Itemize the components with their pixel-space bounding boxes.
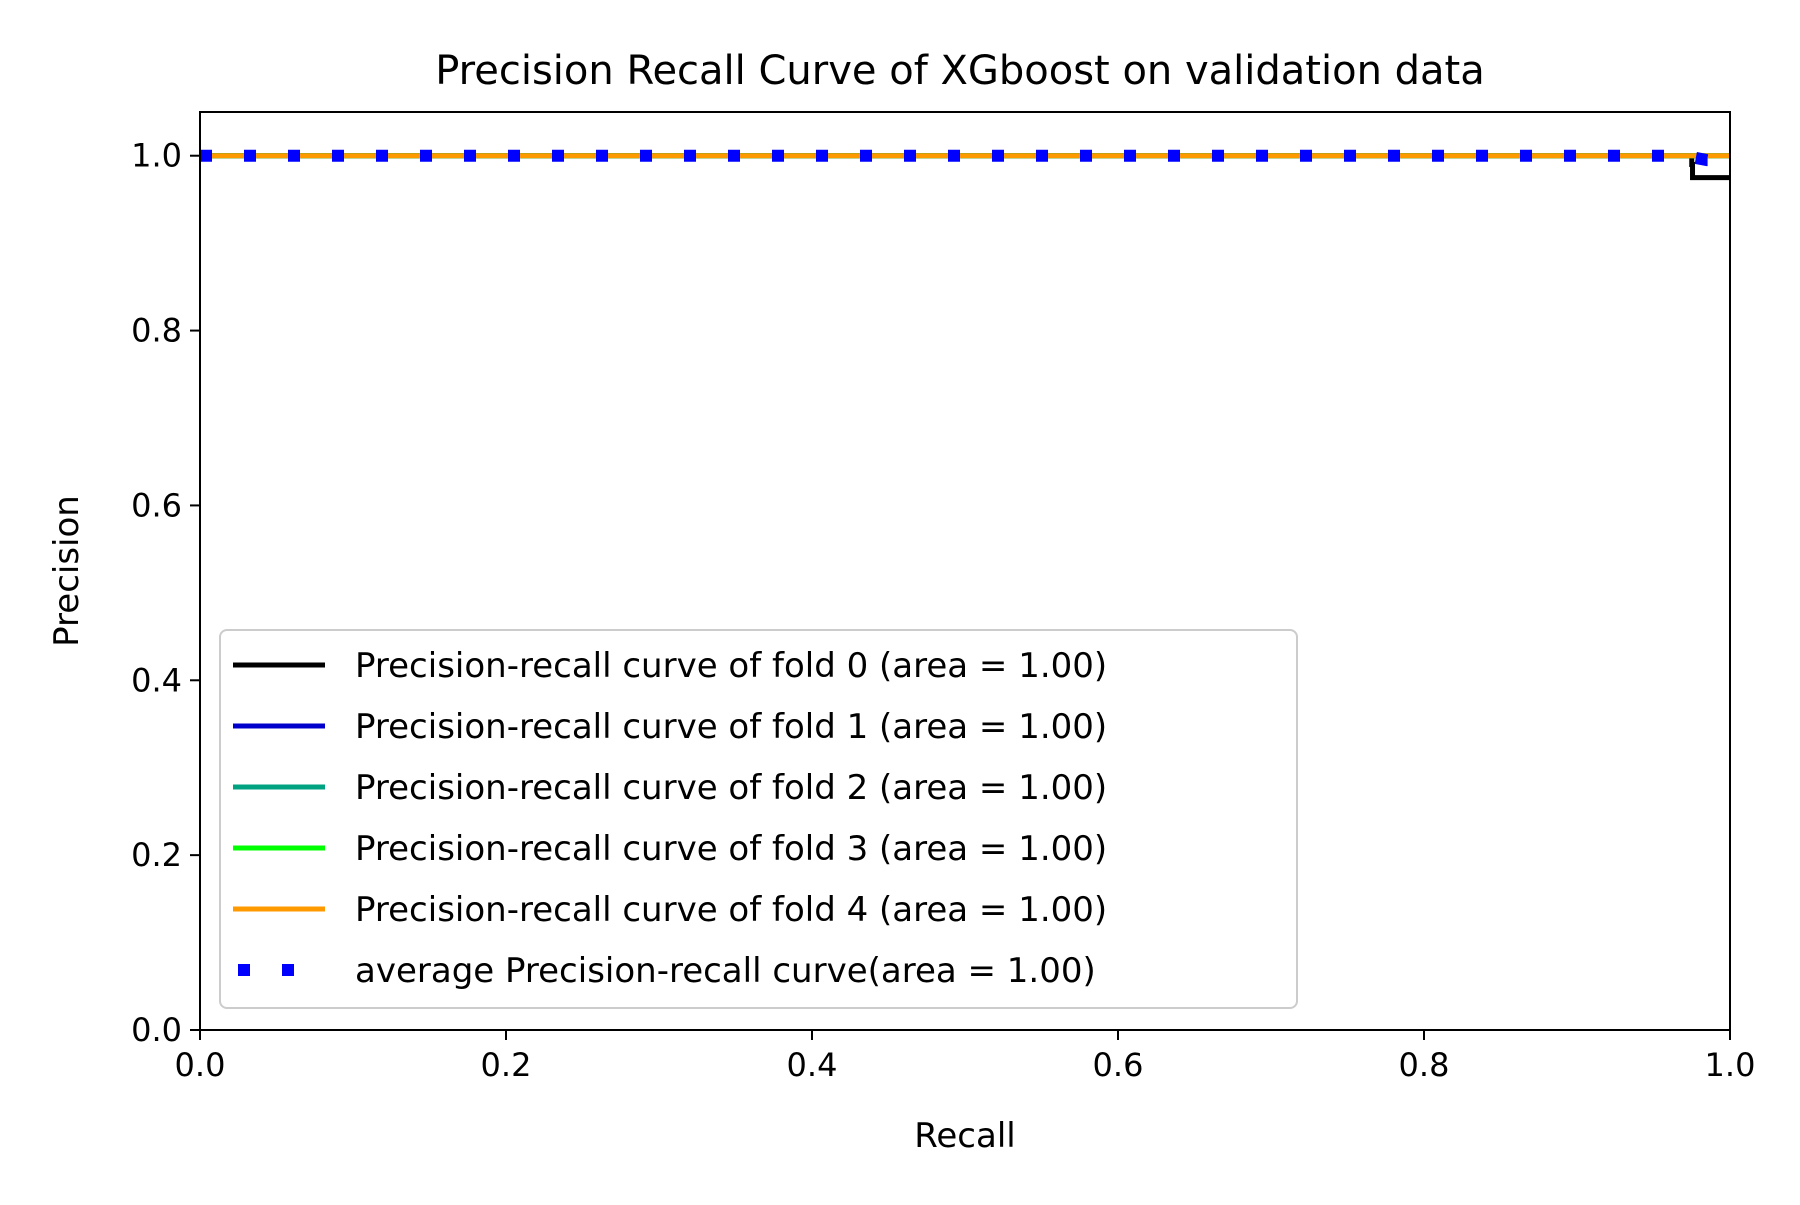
y-axis-label: Precision [47,495,87,647]
y-axis: 0.0 0.2 0.4 0.6 0.8 1.0 [131,137,200,1049]
x-tick-label: 0.2 [481,1046,532,1084]
x-axis-label: Recall [914,1116,1015,1156]
series-layer [200,149,1730,181]
legend: Precision-recall curve of fold 0 (area =… [219,629,1298,1009]
x-tick-label: 0.8 [1399,1046,1450,1084]
legend-label: Precision-recall curve of fold 3 (area =… [355,829,1107,869]
y-tick-label: 0.6 [131,486,182,524]
x-tick-label: 0.4 [787,1046,838,1084]
plot-frame [199,111,1731,1031]
x-tick-label: 0.6 [1093,1046,1144,1084]
legend-label: Precision-recall curve of fold 0 (area =… [355,646,1107,686]
legend-label: average Precision-recall curve(area = 1.… [355,951,1096,991]
y-tick-label: 0.0 [131,1011,182,1049]
x-axis: 0.0 0.2 0.4 0.6 0.8 1.0 [175,1030,1756,1084]
legend-items: Precision-recall curve of fold 0 (area =… [233,646,1107,991]
x-tick-label: 1.0 [1705,1046,1756,1084]
chart-title: Precision Recall Curve of XGboost on val… [435,48,1485,94]
x-tick-label: 0.0 [175,1046,226,1084]
legend-label: Precision-recall curve of fold 4 (area =… [355,890,1107,930]
y-tick-label: 0.8 [131,312,182,350]
y-tick-label: 0.2 [131,836,182,874]
legend-label: Precision-recall curve of fold 1 (area =… [355,707,1107,747]
legend-frame [219,629,1298,1009]
y-tick-label: 1.0 [131,137,182,175]
legend-label: Precision-recall curve of fold 2 (area =… [355,768,1107,808]
y-tick-label: 0.4 [131,661,182,699]
